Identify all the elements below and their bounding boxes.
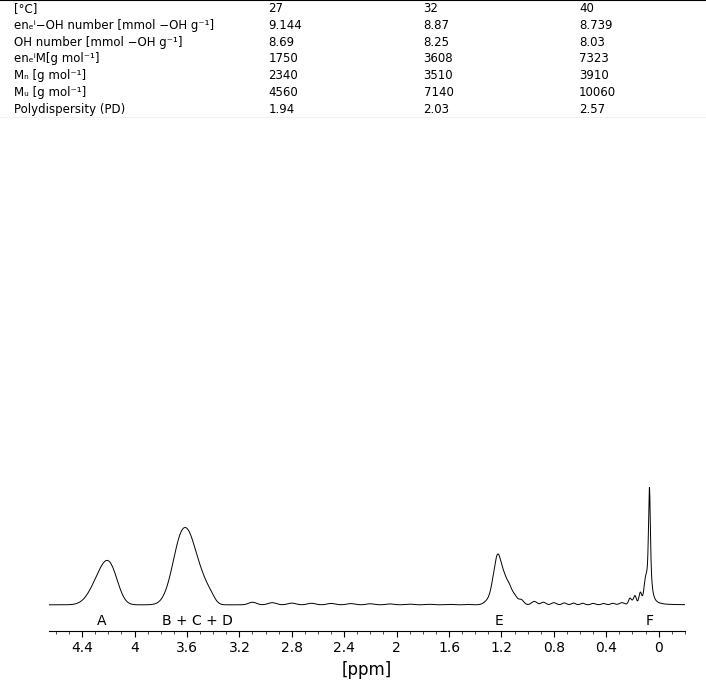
Text: 3510: 3510: [424, 69, 453, 82]
Text: E: E: [494, 614, 503, 629]
Text: enₑⁱ−OH number [mmol −OH g⁻¹]: enₑⁱ−OH number [mmol −OH g⁻¹]: [14, 19, 214, 32]
Text: 8.03: 8.03: [579, 35, 605, 49]
X-axis label: [ppm]: [ppm]: [342, 660, 393, 678]
Text: 2.03: 2.03: [424, 103, 450, 116]
Text: 40: 40: [579, 2, 594, 15]
Text: 2340: 2340: [268, 69, 298, 82]
Text: OH number [mmol −OH g⁻¹]: OH number [mmol −OH g⁻¹]: [14, 35, 183, 49]
Text: 8.87: 8.87: [424, 19, 450, 32]
Text: 9.144: 9.144: [268, 19, 302, 32]
Text: Mᵤ [g mol⁻¹]: Mᵤ [g mol⁻¹]: [14, 86, 86, 99]
Text: 7323: 7323: [579, 53, 609, 65]
Text: 3910: 3910: [579, 69, 609, 82]
Text: A: A: [97, 614, 107, 629]
Text: [°C]: [°C]: [14, 2, 37, 15]
Text: Polydispersity (PD): Polydispersity (PD): [14, 103, 126, 116]
Text: 1750: 1750: [268, 53, 298, 65]
Text: 27: 27: [268, 2, 283, 15]
Text: 8.739: 8.739: [579, 19, 612, 32]
Text: 4560: 4560: [268, 86, 298, 99]
Text: 7140: 7140: [424, 86, 453, 99]
Text: Mₙ [g mol⁻¹]: Mₙ [g mol⁻¹]: [14, 69, 86, 82]
Text: 8.69: 8.69: [268, 35, 294, 49]
Text: 32: 32: [424, 2, 438, 15]
Text: F: F: [645, 614, 654, 629]
Text: 2.57: 2.57: [579, 103, 605, 116]
Text: 8.25: 8.25: [424, 35, 450, 49]
Text: 10060: 10060: [579, 86, 616, 99]
Text: 3608: 3608: [424, 53, 453, 65]
Text: enₑⁱM[g mol⁻¹]: enₑⁱM[g mol⁻¹]: [14, 53, 100, 65]
Text: 1.94: 1.94: [268, 103, 294, 116]
Text: B + C + D: B + C + D: [162, 614, 233, 629]
